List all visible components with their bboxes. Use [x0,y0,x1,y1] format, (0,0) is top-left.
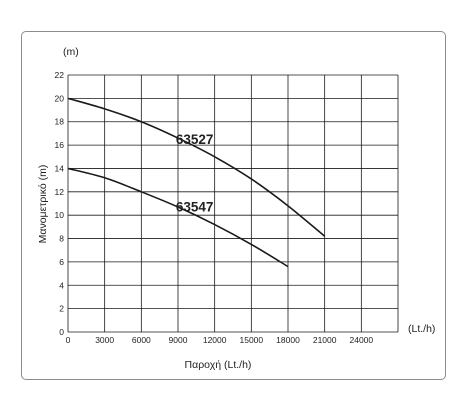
y-tick-label: 22 [55,70,65,80]
x-tick-label: 24000 [350,335,374,345]
x-tick-label: 0 [66,335,71,345]
x-tick-label: 21000 [313,335,337,345]
chart-frame [21,31,446,380]
series-line [67,97,326,237]
x-tick-label: 18000 [276,335,300,345]
y-tick-label: 18 [55,117,65,127]
chart-grid [67,74,399,333]
x-axis-title: Παροχή (Lt./h) [185,359,252,371]
x-tick-label: 3000 [95,335,114,345]
x-unit-label: (Lt./h) [408,323,435,335]
series-label: 63527 [176,132,214,147]
series-labels: 63527 63547 [176,132,214,215]
y-tick-label: 14 [55,163,65,173]
y-tick-label: 16 [55,140,65,150]
y-tick-label: 2 [59,304,64,314]
x-tick-label: 9000 [169,335,188,345]
y-tick-label: 20 [55,93,65,103]
x-tick-label: 6000 [132,335,151,345]
x-tick-label: 15000 [240,335,264,345]
y-tick-label: 8 [59,234,64,244]
series-lines [67,97,326,268]
y-tick-label: 0 [59,327,64,337]
y-tick-labels: 0 2 4 6 8 10 12 14 16 18 20 22 [55,70,65,337]
x-tick-labels: 0 3000 6000 9000 12000 15000 18000 21000 24000 [66,335,374,345]
y-tick-label: 12 [55,187,65,197]
x-tick-label: 12000 [203,335,227,345]
y-tick-label: 6 [59,257,64,267]
y-tick-label: 4 [59,280,64,290]
series-label: 63547 [176,200,214,215]
y-tick-label: 10 [55,210,65,220]
y-unit-label: (m) [63,46,79,58]
series-line [67,167,289,268]
y-axis-title: Μανομετρικό (m) [37,165,49,244]
